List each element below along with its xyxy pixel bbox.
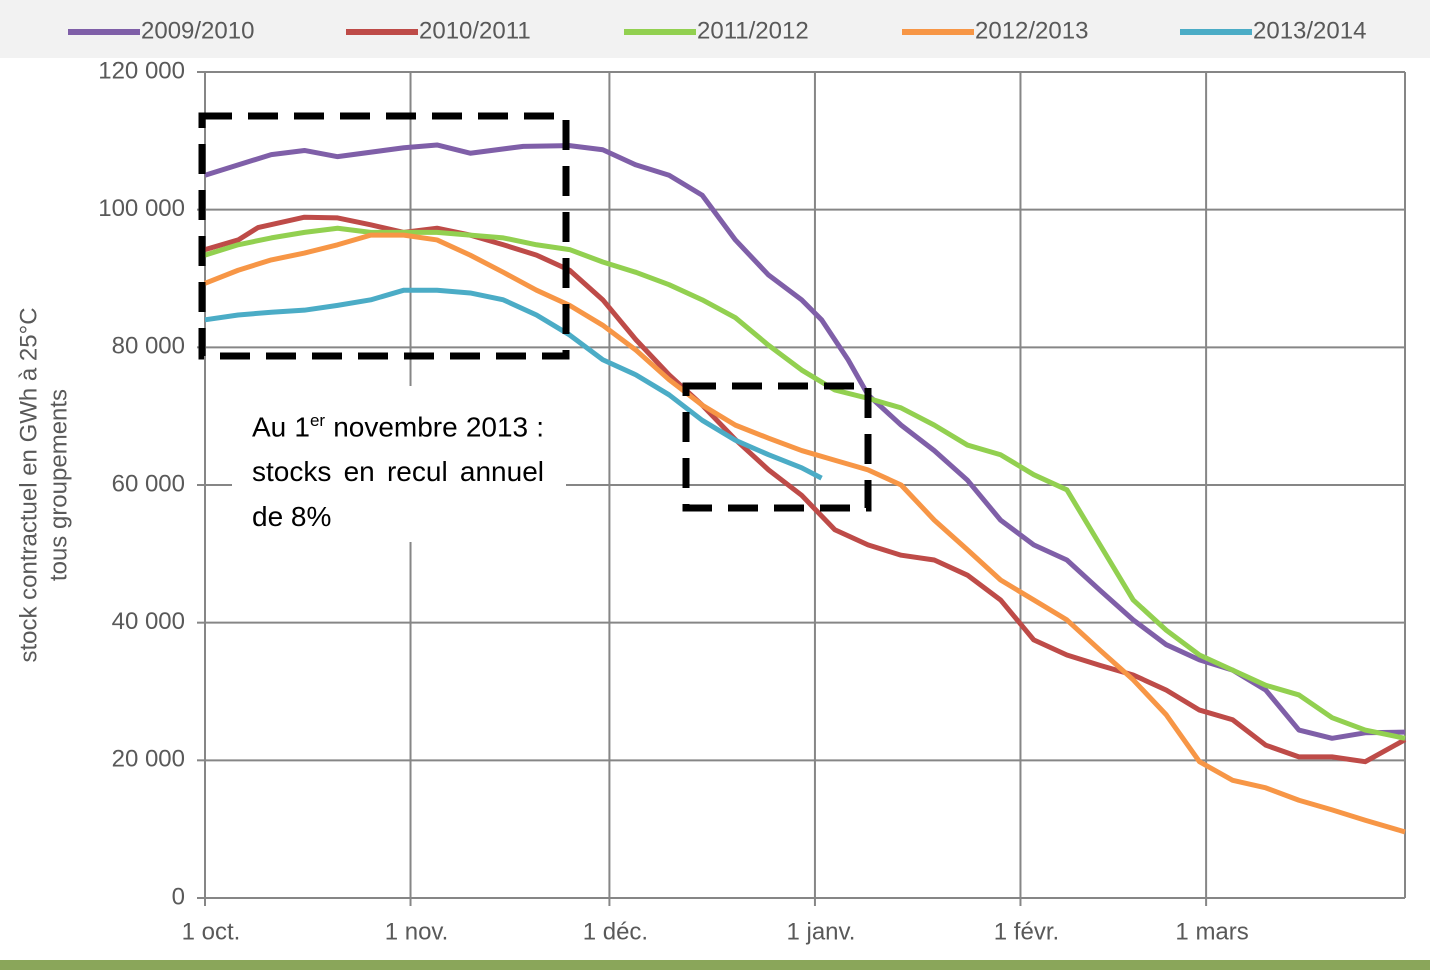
- lines: [204, 142, 1407, 835]
- y-tick-label: 120 000: [98, 57, 185, 84]
- legend-label: 2013/2014: [1253, 17, 1366, 44]
- series-line: [204, 142, 1406, 741]
- y-tick-label: 0: [172, 883, 185, 910]
- legend-label: 2010/2011: [419, 17, 531, 44]
- y-tick-label: 40 000: [112, 608, 185, 635]
- annotation: Au 1er novembre 2013 : stocks en recul a…: [252, 398, 544, 539]
- highlight-box: [682, 382, 872, 512]
- annotation-text: Au 1: [252, 411, 310, 443]
- x-tick-label: 1 janv.: [786, 918, 855, 945]
- footer-strip: [0, 960, 1430, 970]
- legend-label: 2012/2013: [975, 17, 1088, 44]
- y-tick-label: 60 000: [112, 470, 185, 497]
- x-tick-label: 1 nov.: [385, 918, 449, 945]
- y-axis-label: tous groupements: [45, 389, 72, 581]
- legend-label: 2011/2012: [697, 17, 809, 44]
- legend-label: 2009/2010: [141, 17, 254, 44]
- x-tick-label: 1 févr.: [994, 918, 1059, 945]
- x-tick-label: 1 mars: [1175, 918, 1248, 945]
- annotation-sup: er: [309, 411, 326, 430]
- y-axis-label: stock contractuel en GWh à 25°C: [15, 307, 42, 662]
- series-line: [204, 232, 1406, 835]
- annotation-box: [232, 386, 566, 542]
- y-tick-label: 80 000: [112, 333, 185, 360]
- x-tick-label: 1 déc.: [583, 918, 648, 945]
- annotation-text: novembre 2013 : stocks en recul annuel d…: [252, 411, 544, 533]
- series-line: [204, 225, 1406, 741]
- y-tick-label: 100 000: [98, 195, 185, 222]
- y-tick-label: 20 000: [112, 746, 185, 773]
- highlight-box: [198, 112, 570, 360]
- x-tick-label: 1 oct.: [182, 918, 241, 945]
- series-line: [204, 287, 823, 481]
